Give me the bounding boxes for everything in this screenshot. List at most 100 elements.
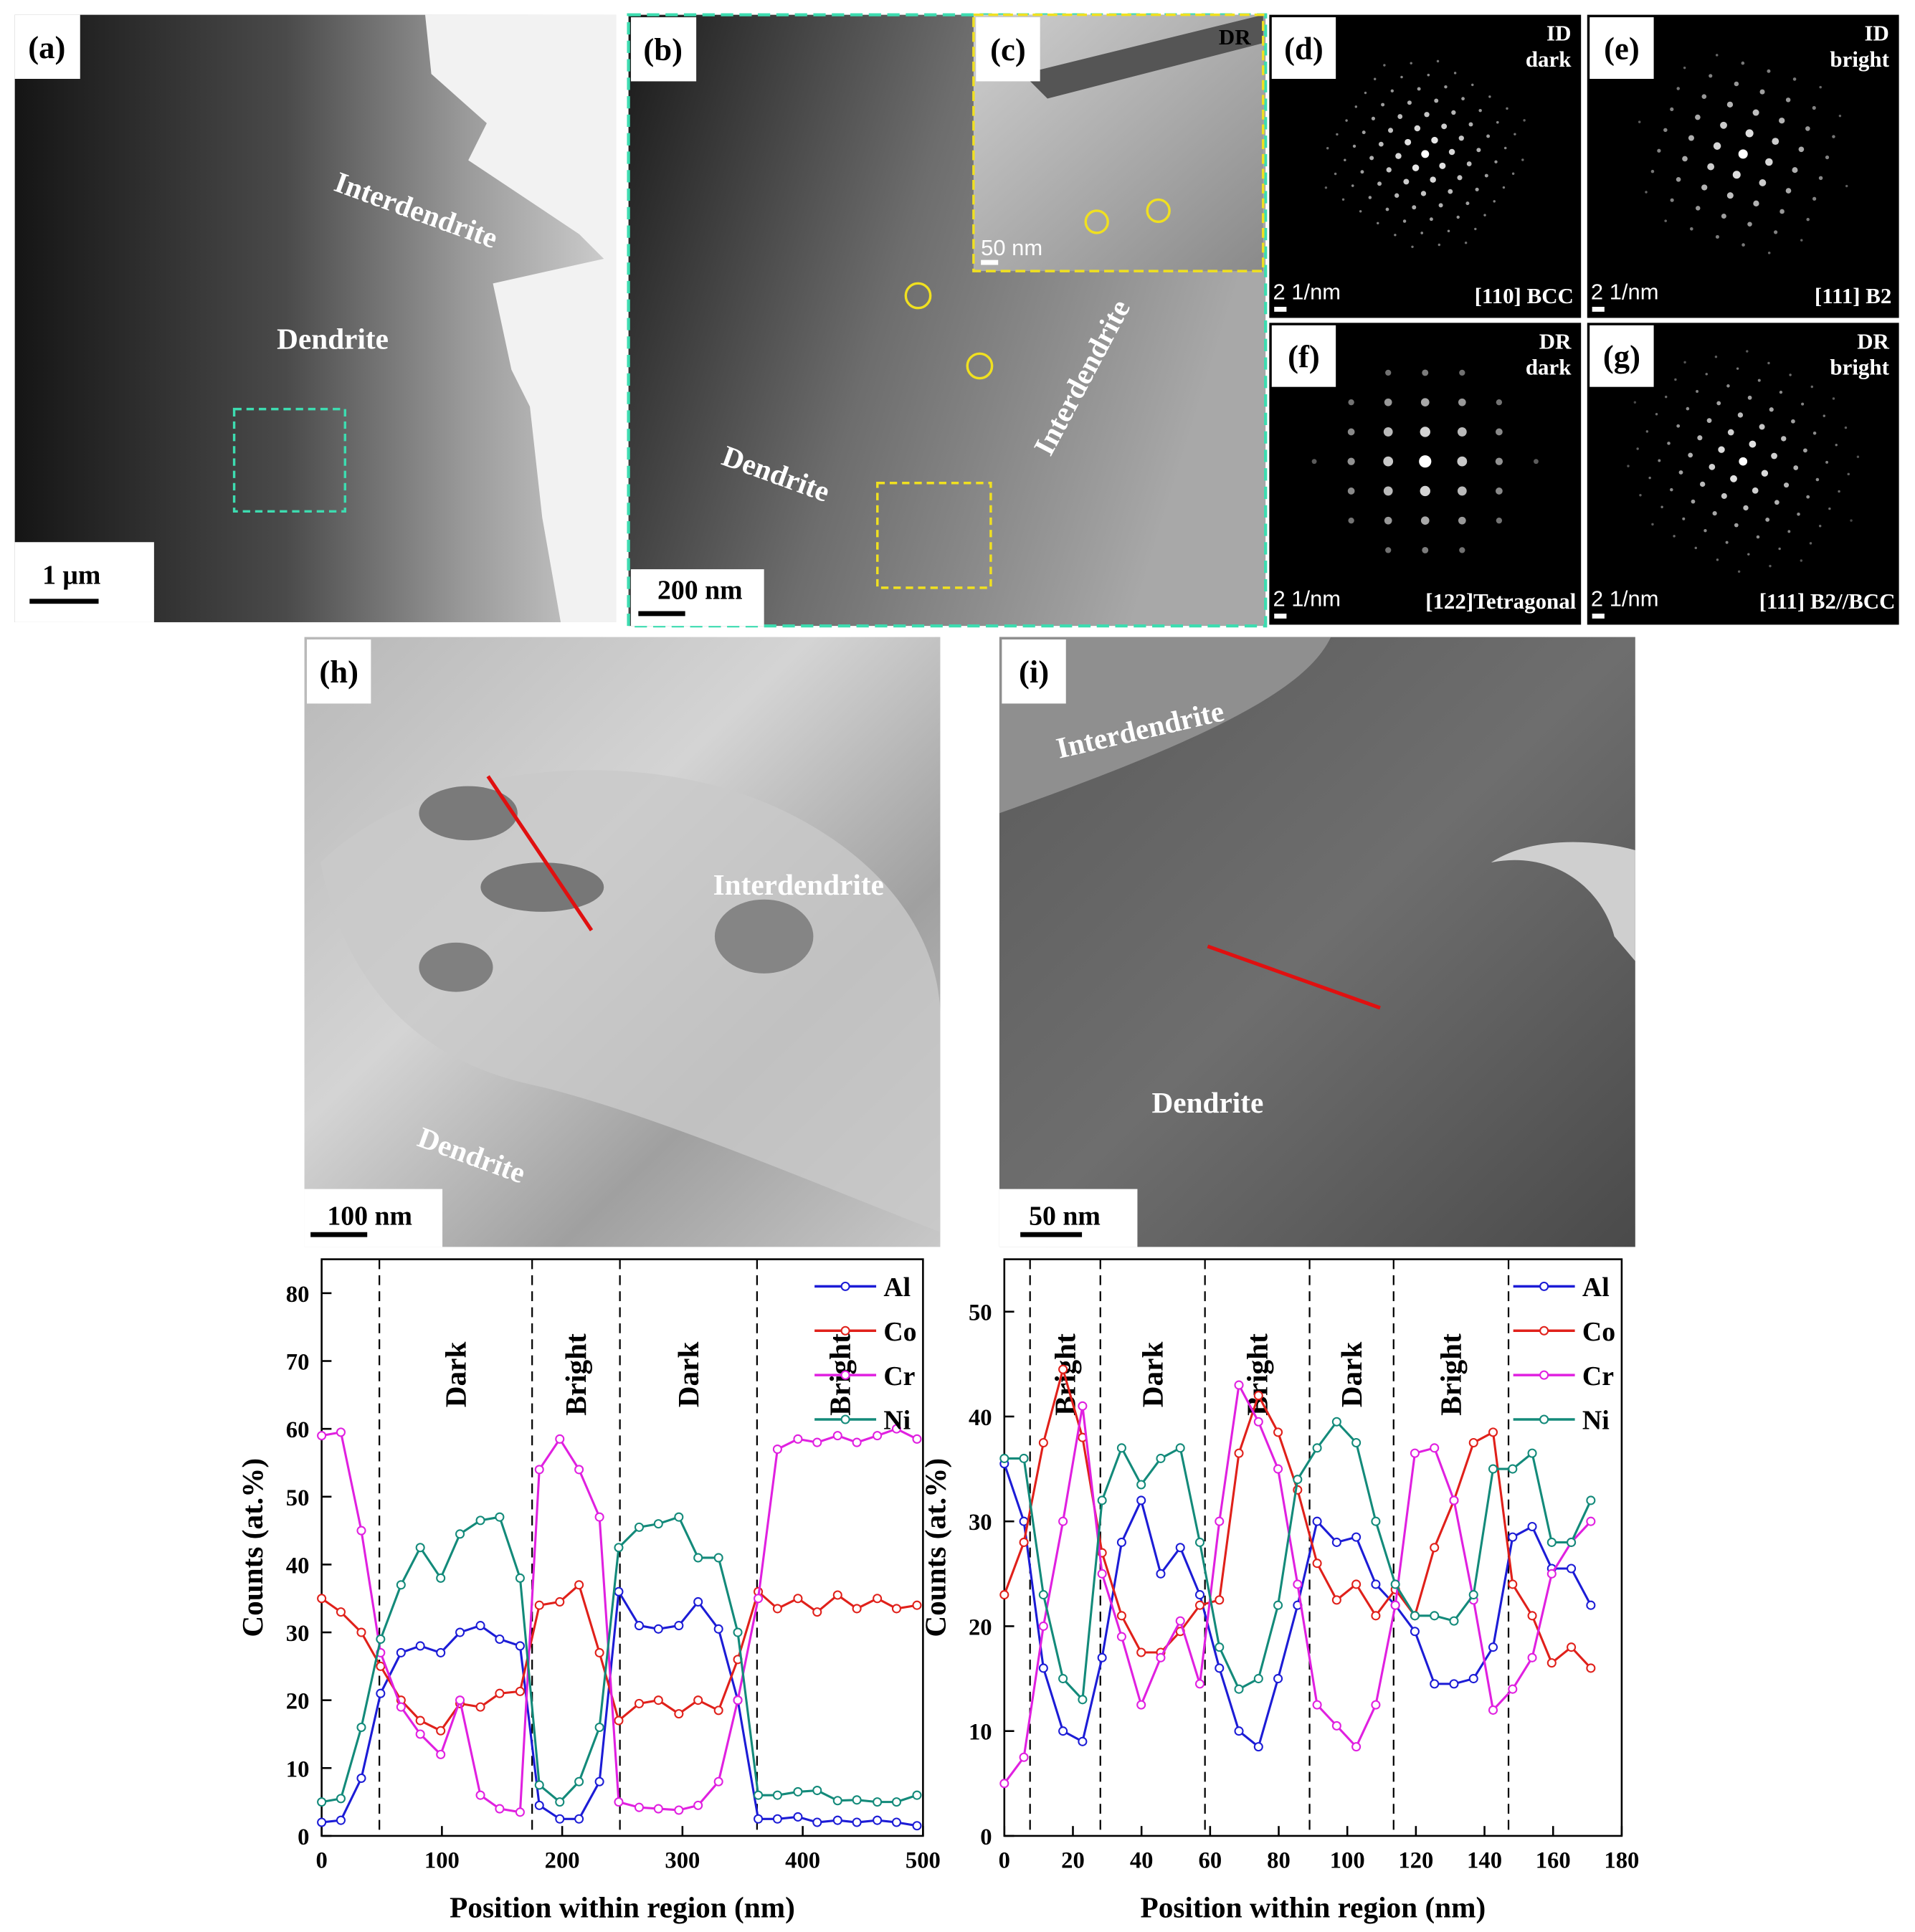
diffraction-spot xyxy=(1747,553,1750,556)
data-point xyxy=(534,1465,544,1475)
x-tick-label: 200 xyxy=(545,1848,580,1874)
y-tick-label: 20 xyxy=(969,1614,992,1640)
data-point xyxy=(1508,1464,1518,1474)
data-point xyxy=(713,1705,723,1716)
diffraction-spot xyxy=(1478,108,1482,113)
diffraction-spot xyxy=(1812,105,1816,110)
micrograph-feature xyxy=(1491,842,1635,961)
diffraction-spot xyxy=(1457,427,1467,437)
data-point xyxy=(515,1807,525,1817)
data-point xyxy=(1253,1742,1263,1752)
data-point xyxy=(693,1695,703,1705)
diffraction-spot xyxy=(1718,446,1725,453)
panel-tag: dark xyxy=(1526,354,1572,379)
data-point xyxy=(1253,1391,1263,1401)
data-point xyxy=(594,1722,604,1733)
diffraction-spot xyxy=(1359,210,1362,213)
diffraction-spot xyxy=(1812,431,1817,435)
diffraction-spot xyxy=(1844,426,1848,429)
legend-label: Co xyxy=(1582,1317,1615,1347)
diffraction-spot xyxy=(1405,138,1412,146)
diffraction-spot xyxy=(1736,367,1739,370)
scale-label: 2 1/nm xyxy=(1591,280,1659,305)
data-point xyxy=(1468,1674,1478,1684)
data-point xyxy=(455,1627,465,1637)
data-point xyxy=(1430,1611,1440,1621)
y-tick-label: 30 xyxy=(286,1621,310,1647)
diffraction-spot xyxy=(1412,205,1417,210)
data-point xyxy=(594,1776,604,1786)
diffraction-spot xyxy=(1812,196,1817,201)
micrograph-feature xyxy=(425,14,617,622)
data-point xyxy=(1527,1448,1537,1458)
x-tick-label: 500 xyxy=(906,1848,941,1874)
data-point xyxy=(1508,1684,1518,1694)
frame xyxy=(627,13,1268,628)
diffraction-spot xyxy=(1348,517,1354,524)
data-point xyxy=(1312,1516,1322,1526)
data-point xyxy=(1019,1453,1029,1463)
data-point xyxy=(1253,1674,1263,1684)
diffraction-spot xyxy=(1690,227,1693,231)
x-axis-label: Position within region (nm) xyxy=(450,1890,795,1924)
data-point xyxy=(1273,1674,1283,1684)
data-point xyxy=(812,1786,822,1796)
data-point xyxy=(832,1815,842,1825)
micrograph-feature xyxy=(419,942,493,992)
scale-label: 50 nm xyxy=(1029,1201,1101,1231)
data-point xyxy=(873,1797,883,1807)
diffraction-spot xyxy=(1678,470,1683,475)
panel-tag: bright xyxy=(1830,354,1889,379)
data-point xyxy=(336,1427,346,1437)
diffraction-spot xyxy=(1459,369,1465,376)
data-point xyxy=(1567,1642,1577,1652)
marker-circle xyxy=(904,282,932,310)
data-point xyxy=(1390,1579,1400,1589)
scale-bar xyxy=(1274,613,1287,619)
data-point xyxy=(1488,1705,1498,1715)
diffraction-spot xyxy=(1407,100,1412,105)
data-point xyxy=(793,1812,803,1822)
diffraction-spot xyxy=(1757,379,1761,382)
scale-label: 2 1/nm xyxy=(1591,586,1659,612)
diffraction-spot xyxy=(1721,214,1726,219)
diffraction-spot xyxy=(1453,72,1457,75)
diffraction-spot xyxy=(1369,156,1374,161)
data-point xyxy=(396,1580,406,1590)
data-point xyxy=(793,1434,803,1444)
diffraction-spot xyxy=(1419,455,1432,468)
diffraction-spot xyxy=(1385,369,1392,376)
diffraction-spot xyxy=(1683,66,1686,70)
diffraction-spot xyxy=(1400,75,1403,79)
diffraction-spot xyxy=(1747,222,1752,227)
data-point xyxy=(1253,1417,1263,1427)
y-tick-label: 10 xyxy=(286,1756,310,1782)
diffraction-spot xyxy=(1818,525,1822,528)
diffraction-spot xyxy=(1765,517,1770,522)
data-point xyxy=(999,1590,1009,1600)
diffraction-spot xyxy=(1701,184,1708,191)
diffraction-spot xyxy=(1457,456,1468,467)
diffraction-spot xyxy=(1351,184,1354,187)
data-point xyxy=(1293,1579,1303,1589)
diffraction-spot xyxy=(1670,487,1673,492)
diffraction-spot xyxy=(1815,477,1820,482)
data-point xyxy=(1136,1700,1146,1710)
data-point xyxy=(1038,1663,1048,1673)
diffraction-spot xyxy=(1769,564,1772,568)
label-box xyxy=(1590,17,1654,79)
diffraction-spot xyxy=(1665,395,1668,399)
diffraction-spot xyxy=(1838,490,1840,493)
diffraction-spot xyxy=(1785,97,1791,103)
data-point xyxy=(1097,1569,1107,1579)
data-point xyxy=(515,1686,525,1696)
line-chart: 0 10 20 30 40 50 60 70 80 0 100 200 300 400 500 Positio… xyxy=(236,1258,941,1924)
label-box xyxy=(1271,17,1336,79)
diffraction-spot xyxy=(1459,547,1465,553)
data-point xyxy=(772,1604,782,1614)
data-point xyxy=(1567,1564,1577,1574)
data-point xyxy=(1527,1611,1537,1621)
legend-label: Cr xyxy=(883,1361,915,1391)
scale-box xyxy=(14,542,154,622)
